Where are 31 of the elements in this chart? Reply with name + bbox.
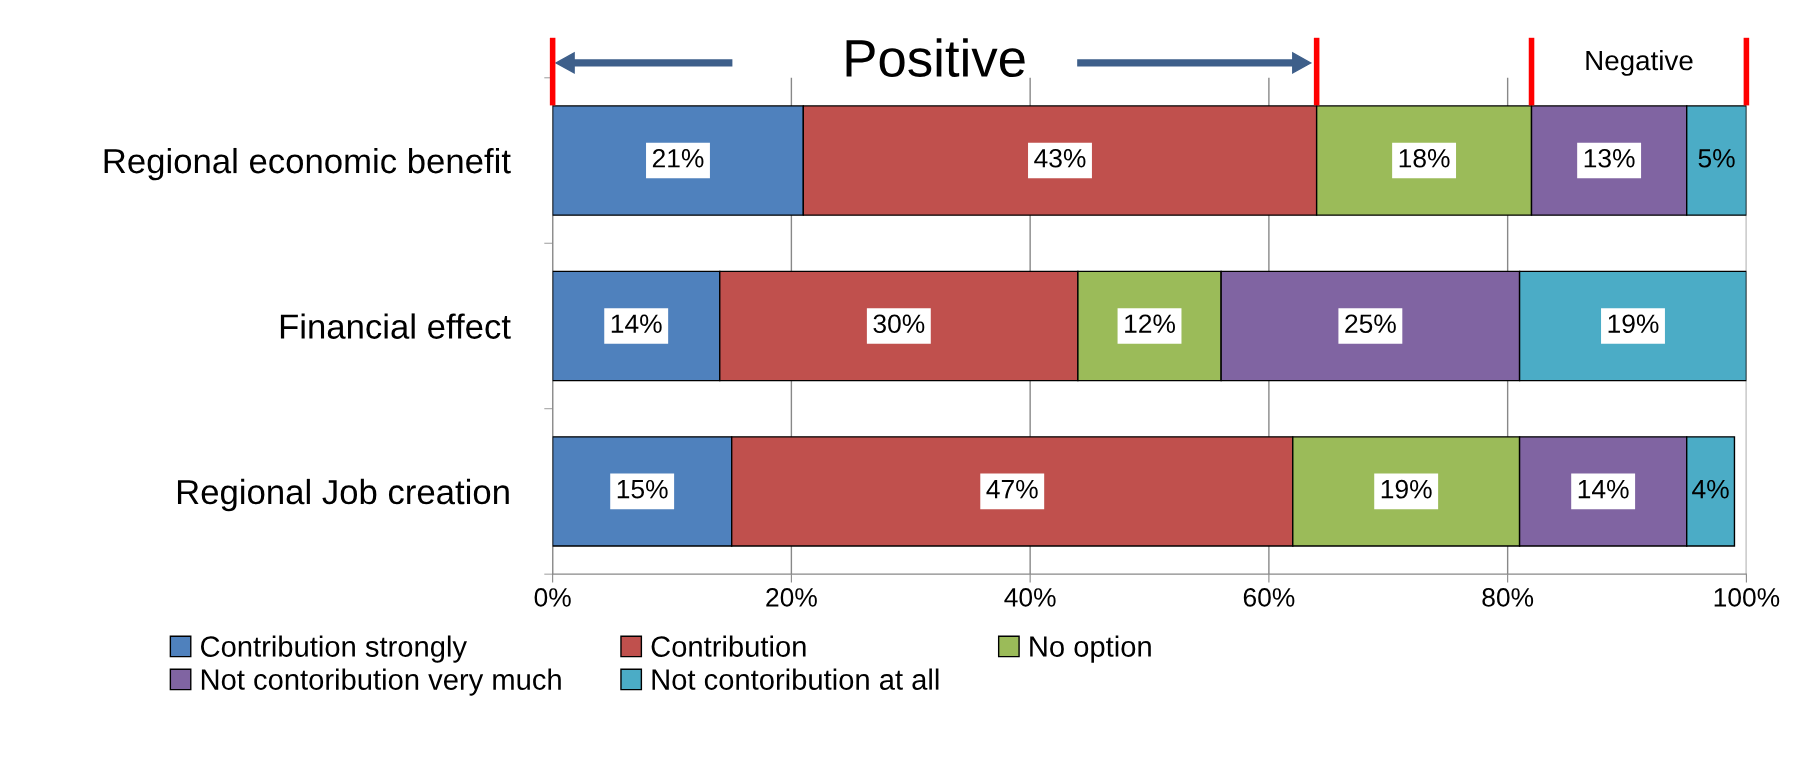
legend-label: Contribution strongly xyxy=(201,635,467,663)
text: Positive xyxy=(846,38,1025,78)
x-tick-label: 20% xyxy=(766,588,817,607)
x-tick-label: 100% xyxy=(1714,588,1780,607)
data-label: 19% xyxy=(1381,479,1432,499)
y-tick-label: Regional Job creation xyxy=(177,478,509,512)
data-label: 4% xyxy=(1692,479,1729,499)
data-label: 25% xyxy=(1345,314,1396,334)
data-label: 13% xyxy=(1584,148,1635,168)
legend-label: No option xyxy=(1030,635,1151,663)
y-tick-label: Regional economic benefit xyxy=(104,147,511,181)
x-tick-label: 80% xyxy=(1482,588,1534,607)
text: Negative xyxy=(1586,49,1693,76)
legend-label: Contribution xyxy=(651,635,806,657)
data-label: 21% xyxy=(652,148,704,168)
legend-label: Not contoribution very much xyxy=(201,668,561,696)
data-label: 15% xyxy=(617,479,668,499)
data-label: 47% xyxy=(986,479,1038,499)
data-label: 14% xyxy=(1578,479,1629,499)
data-label: 18% xyxy=(1399,148,1450,168)
data-label: 14% xyxy=(611,314,662,333)
data-label: 12% xyxy=(1125,314,1175,333)
y-tick-label: Financial effect xyxy=(280,313,511,339)
x-tick-label: 60% xyxy=(1243,588,1295,607)
data-label: 43% xyxy=(1034,148,1086,168)
data-label: 19% xyxy=(1608,314,1659,334)
x-tick-label: 40% xyxy=(1004,588,1056,607)
data-label: 5% xyxy=(1698,149,1735,168)
x-tick-label: 0% xyxy=(534,588,571,607)
data-label: 30% xyxy=(873,314,925,334)
legend-label: Not contoribution at all xyxy=(652,668,939,690)
